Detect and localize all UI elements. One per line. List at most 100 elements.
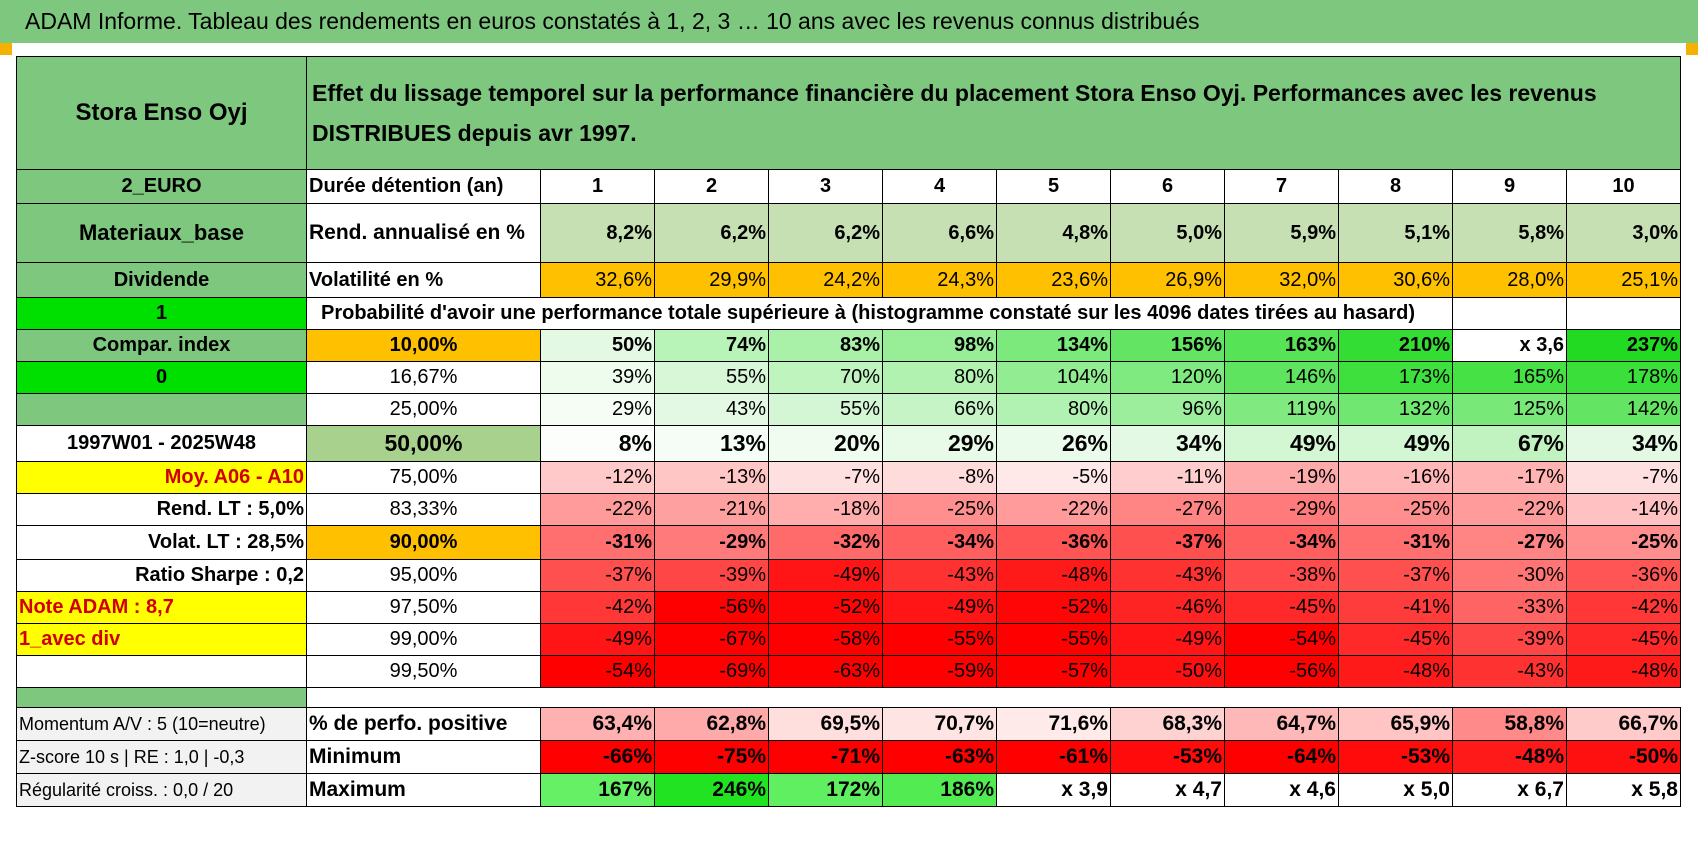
spacer-cell (16, 687, 307, 708)
volatility-value: 26,9% (1110, 262, 1225, 298)
probability-value: 119% (1224, 393, 1339, 426)
currency-label: 2_EURO (16, 169, 307, 204)
probability-value: 163% (1224, 329, 1339, 362)
table-description: Effet du lissage temporel sur la perform… (306, 56, 1681, 170)
maximum-value: x 4,7 (1110, 773, 1225, 807)
probability-value: -39% (654, 559, 769, 592)
probability-value: 26% (996, 425, 1111, 462)
maximum-value: x 3,9 (996, 773, 1111, 807)
probability-value: -37% (1338, 559, 1453, 592)
probability-value: -50% (1110, 655, 1225, 688)
minimum-value: -71% (768, 740, 883, 774)
maximum-value: 172% (768, 773, 883, 807)
year-header: 7 (1224, 169, 1339, 204)
positive-performance-value: 70,7% (882, 707, 997, 741)
probability-value: -34% (882, 525, 997, 560)
probability-threshold: 10,00% (306, 329, 541, 362)
empty-cell (1452, 297, 1567, 330)
probability-value: 178% (1566, 361, 1681, 394)
probability-value: -37% (1110, 525, 1225, 560)
probability-value: -32% (768, 525, 883, 560)
volatility-value: 28,0% (1452, 262, 1567, 298)
probability-value: -43% (882, 559, 997, 592)
minimum-value: -66% (540, 740, 655, 774)
stock-name: Stora Enso Oyj (16, 56, 307, 170)
probability-value: 34% (1566, 425, 1681, 462)
probability-threshold: 90,00% (306, 525, 541, 560)
probability-value: -42% (1566, 591, 1681, 624)
probability-threshold: 75,00% (306, 461, 541, 494)
probability-value: -45% (1338, 623, 1453, 656)
adam-score-label: Note ADAM : 8,7 (16, 591, 307, 624)
probability-value: -25% (1566, 525, 1681, 560)
probability-value: 132% (1338, 393, 1453, 426)
volatility-value: 24,3% (882, 262, 997, 298)
positive-performance-value: 63,4% (540, 707, 655, 741)
probability-value: 156% (1110, 329, 1225, 362)
probability-value: 8% (540, 425, 655, 462)
probability-value: -7% (1566, 461, 1681, 494)
probability-value: 83% (768, 329, 883, 362)
probability-value: -21% (654, 493, 769, 526)
flag-zero: 0 (16, 361, 307, 394)
probability-value: 67% (1452, 425, 1567, 462)
probability-value: -5% (996, 461, 1111, 494)
probability-value: -27% (1452, 525, 1567, 560)
probability-threshold: 83,33% (306, 493, 541, 526)
probability-value: -22% (1452, 493, 1567, 526)
probability-value: -55% (996, 623, 1111, 656)
probability-value: -39% (1452, 623, 1567, 656)
annualized-return-value: 5,9% (1224, 203, 1339, 263)
probability-threshold: 99,50% (306, 655, 541, 688)
annualized-return-value: 5,8% (1452, 203, 1567, 263)
probability-value: 29% (540, 393, 655, 426)
probability-value: -42% (540, 591, 655, 624)
period-label: 1997W01 - 2025W48 (16, 425, 307, 462)
probability-value: -49% (882, 591, 997, 624)
probability-value: -52% (768, 591, 883, 624)
probability-value: -18% (768, 493, 883, 526)
maximum-value: x 5,0 (1338, 773, 1453, 807)
positive-performance-value: 62,8% (654, 707, 769, 741)
probability-value: 13% (654, 425, 769, 462)
positive-performance-value: 66,7% (1566, 707, 1681, 741)
probability-value: -49% (1110, 623, 1225, 656)
year-header: 9 (1452, 169, 1567, 204)
positive-performance-value: 64,7% (1224, 707, 1339, 741)
year-header: 5 (996, 169, 1111, 204)
year-header: 1 (540, 169, 655, 204)
corner-marker (0, 43, 12, 55)
probability-value: 173% (1338, 361, 1453, 394)
corner-marker (1686, 43, 1698, 55)
annualized-return-value: 4,8% (996, 203, 1111, 263)
probability-value: -38% (1224, 559, 1339, 592)
probability-value: 134% (996, 329, 1111, 362)
probability-value: -57% (996, 655, 1111, 688)
probability-value: -52% (996, 591, 1111, 624)
annualized-return-value: 5,0% (1110, 203, 1225, 263)
probability-value: -31% (540, 525, 655, 560)
minimum-value: -63% (882, 740, 997, 774)
probability-value: 43% (654, 393, 769, 426)
volatility-label: Volatilité en % (306, 262, 541, 298)
probability-value: -12% (540, 461, 655, 494)
minimum-label: Minimum (306, 740, 541, 774)
probability-value: -54% (540, 655, 655, 688)
positive-performance-value: 71,6% (996, 707, 1111, 741)
probability-value: 142% (1566, 393, 1681, 426)
probability-value: -8% (882, 461, 997, 494)
probability-value: 55% (768, 393, 883, 426)
long-term-volatility-label: Volat. LT : 28,5% (16, 525, 307, 560)
probability-value: 29% (882, 425, 997, 462)
probability-value: 96% (1110, 393, 1225, 426)
probability-value: -29% (1224, 493, 1339, 526)
probability-value: -56% (1224, 655, 1339, 688)
probability-value: 20% (768, 425, 883, 462)
volatility-value: 32,0% (1224, 262, 1339, 298)
maximum-value: 246% (654, 773, 769, 807)
probability-value: -29% (654, 525, 769, 560)
minimum-value: -48% (1452, 740, 1567, 774)
minimum-value: -50% (1566, 740, 1681, 774)
probability-value: 34% (1110, 425, 1225, 462)
probability-value: -48% (996, 559, 1111, 592)
